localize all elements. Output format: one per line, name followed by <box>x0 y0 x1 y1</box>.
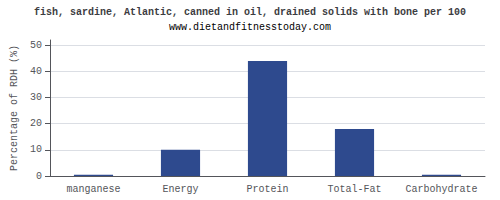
svg-text:40: 40 <box>30 66 42 77</box>
svg-text:Carbohydrate: Carbohydrate <box>405 184 477 195</box>
svg-text:fish, sardine, Atlantic, canne: fish, sardine, Atlantic, canned in oil, … <box>34 7 466 18</box>
svg-text:Total-Fat: Total-Fat <box>327 184 381 195</box>
svg-text:20: 20 <box>30 118 42 129</box>
svg-text:50: 50 <box>30 40 42 51</box>
svg-text:Energy: Energy <box>162 184 198 195</box>
svg-text:Protein: Protein <box>246 184 288 195</box>
svg-text:30: 30 <box>30 92 42 103</box>
svg-text:0: 0 <box>36 171 42 182</box>
svg-text:manganese: manganese <box>66 184 120 195</box>
svg-text:www.dietandfitnesstoday.com: www.dietandfitnesstoday.com <box>169 22 331 33</box>
svg-text:Percentage of RDH (%): Percentage of RDH (%) <box>9 45 20 171</box>
svg-text:10: 10 <box>30 144 42 155</box>
